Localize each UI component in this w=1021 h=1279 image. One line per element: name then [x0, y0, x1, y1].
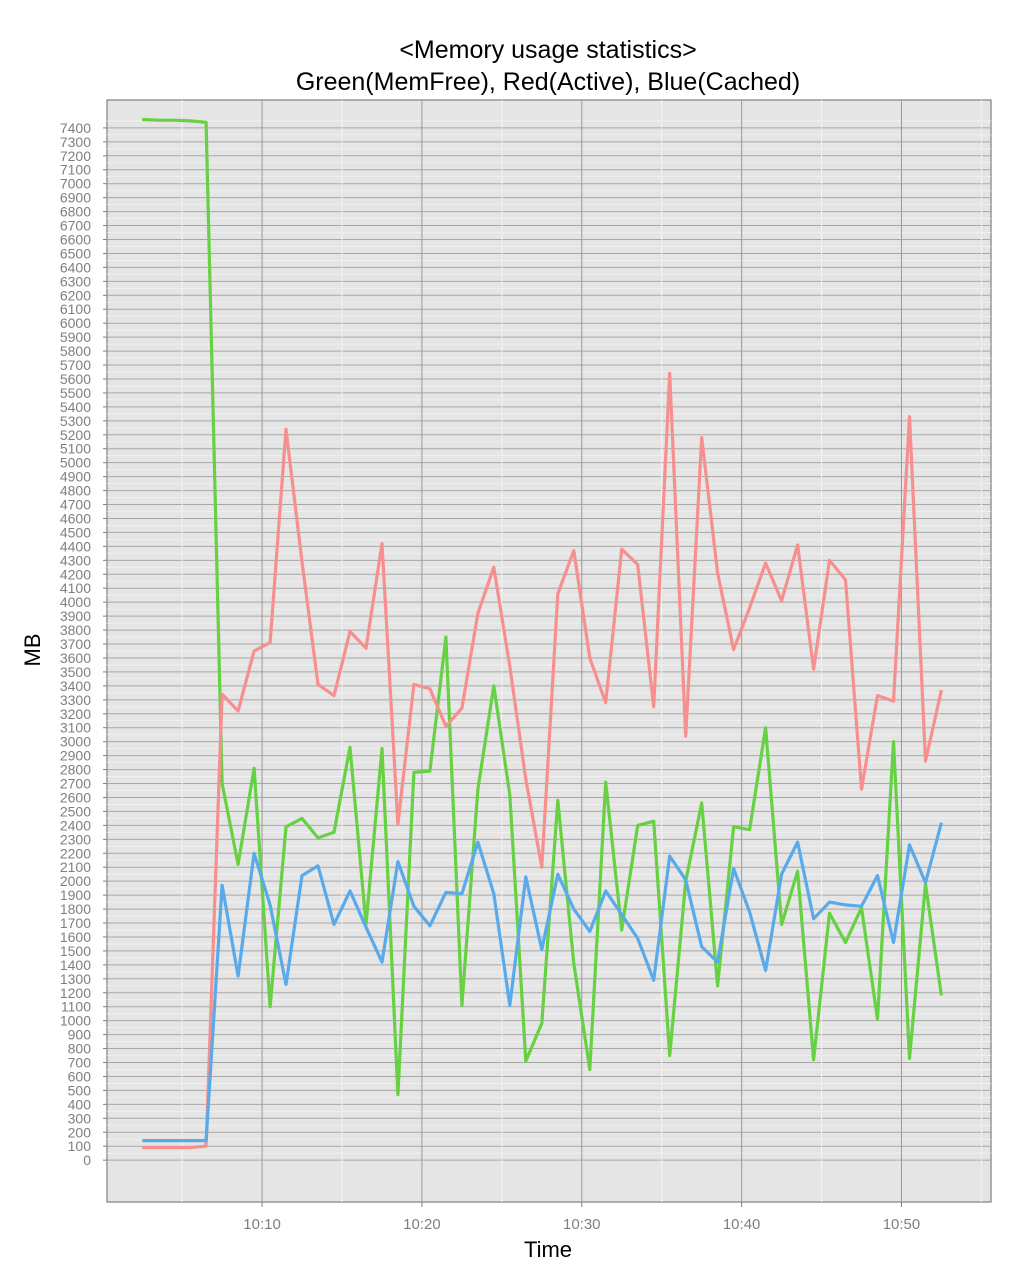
y-tick-label: 2800: [60, 762, 91, 778]
y-tick-label: 6300: [60, 273, 91, 289]
y-tick-label: 1400: [60, 957, 91, 973]
y-axis-ticks: 0100200300400500600700800900100011001200…: [60, 120, 107, 1168]
y-tick-label: 4000: [60, 594, 91, 610]
y-tick-label: 4900: [60, 469, 91, 485]
y-tick-label: 6700: [60, 218, 91, 234]
x-tick-label: 10:30: [563, 1216, 601, 1233]
y-tick-label: 3300: [60, 692, 91, 708]
y-tick-label: 5100: [60, 441, 91, 457]
y-tick-label: 400: [68, 1096, 92, 1112]
y-tick-label: 2300: [60, 831, 91, 847]
chart-title: <Memory usage statistics>: [399, 36, 696, 64]
y-tick-label: 1000: [60, 1013, 91, 1029]
series-line-1: [142, 371, 943, 1150]
y-tick-label: 4700: [60, 497, 91, 513]
y-tick-label: 1300: [60, 971, 91, 987]
y-tick-label: 6200: [60, 287, 91, 303]
y-tick-label: 6400: [60, 259, 91, 275]
y-tick-label: 4500: [60, 524, 91, 540]
y-tick-label: 5500: [60, 385, 91, 401]
series-line-0: [142, 117, 943, 1097]
y-tick-label: 5800: [60, 343, 91, 359]
y-tick-label: 700: [68, 1055, 92, 1071]
y-axis-title: MB: [20, 634, 45, 667]
y-tick-label: 800: [68, 1041, 92, 1057]
y-tick-label: 3800: [60, 622, 91, 638]
x-tick-label: 10:40: [723, 1216, 761, 1233]
y-tick-label: 3500: [60, 664, 91, 680]
y-tick-label: 7200: [60, 148, 91, 164]
y-tick-label: 1100: [61, 999, 91, 1015]
y-tick-label: 5400: [60, 399, 91, 415]
y-tick-label: 1200: [60, 985, 91, 1001]
y-tick-label: 1700: [60, 915, 91, 931]
y-tick-label: 100: [68, 1138, 92, 1154]
y-tick-label: 1900: [60, 887, 91, 903]
y-tick-label: 5000: [60, 455, 91, 471]
y-tick-label: 7100: [60, 162, 91, 178]
y-tick-label: 3900: [60, 608, 91, 624]
y-tick-label: 6000: [60, 315, 91, 331]
y-tick-label: 2600: [60, 789, 91, 805]
y-tick-label: 1500: [60, 943, 91, 959]
y-tick-label: 600: [68, 1068, 92, 1084]
y-tick-label: 5700: [60, 357, 91, 373]
x-tick-label: 10:10: [243, 1216, 281, 1233]
x-axis-title: Time: [524, 1237, 572, 1262]
y-tick-label: 4200: [60, 566, 91, 582]
x-gridlines: [181, 100, 982, 1202]
y-tick-label: 900: [68, 1027, 92, 1043]
y-tick-label: 1600: [60, 929, 91, 945]
x-tick-label: 10:50: [883, 1216, 921, 1233]
y-tick-label: 6900: [60, 190, 91, 206]
y-tick-label: 2500: [60, 803, 91, 819]
y-tick-label: 200: [68, 1124, 92, 1140]
y-tick-label: 5900: [60, 329, 91, 345]
y-tick-label: 2700: [60, 776, 91, 792]
x-axis-ticks: 10:10 10:20 10:30 10:40 10:50: [243, 1202, 920, 1233]
chart-subtitle: Green(MemFree), Red(Active), Blue(Cached…: [296, 68, 800, 96]
y-tick-label: 300: [68, 1110, 92, 1126]
y-tick-label: 2000: [60, 873, 91, 889]
series-lines: [142, 117, 943, 1150]
y-tick-label: 7300: [60, 134, 91, 150]
y-tick-label: 6800: [60, 204, 91, 220]
y-tick-label: 2200: [60, 845, 91, 861]
y-tick-label: 4400: [60, 538, 91, 554]
y-tick-label: 3200: [60, 706, 91, 722]
y-tick-label: 5300: [60, 413, 91, 429]
y-tick-label: 4100: [60, 580, 91, 596]
y-tick-label: 6500: [60, 245, 91, 261]
y-tick-label: 5600: [60, 371, 91, 387]
y-tick-label: 500: [68, 1082, 92, 1098]
y-tick-label: 1800: [60, 901, 91, 917]
y-tick-label: 5200: [60, 427, 91, 443]
y-tick-label: 7400: [60, 120, 91, 136]
y-tick-label: 2100: [60, 859, 91, 875]
y-tick-label: 6100: [60, 301, 91, 317]
y-tick-label: 2400: [60, 817, 91, 833]
y-tick-label: 3400: [60, 678, 91, 694]
y-tick-label: 6600: [60, 231, 91, 247]
y-tick-label: 3100: [60, 720, 91, 736]
y-tick-label: 4800: [60, 483, 91, 499]
y-tick-label: 4300: [60, 552, 91, 568]
y-tick-label: 4600: [60, 510, 91, 526]
y-tick-label: 7000: [60, 176, 91, 192]
y-tick-label: 3000: [60, 734, 91, 750]
y-tick-label: 3700: [60, 636, 91, 652]
y-tick-label: 3600: [60, 650, 91, 666]
x-tick-label: 10:20: [403, 1216, 441, 1233]
y-tick-label: 0: [83, 1152, 91, 1168]
y-tick-label: 2900: [60, 748, 91, 764]
series-line-2: [142, 822, 943, 1143]
y-gridlines: [107, 120, 991, 1161]
